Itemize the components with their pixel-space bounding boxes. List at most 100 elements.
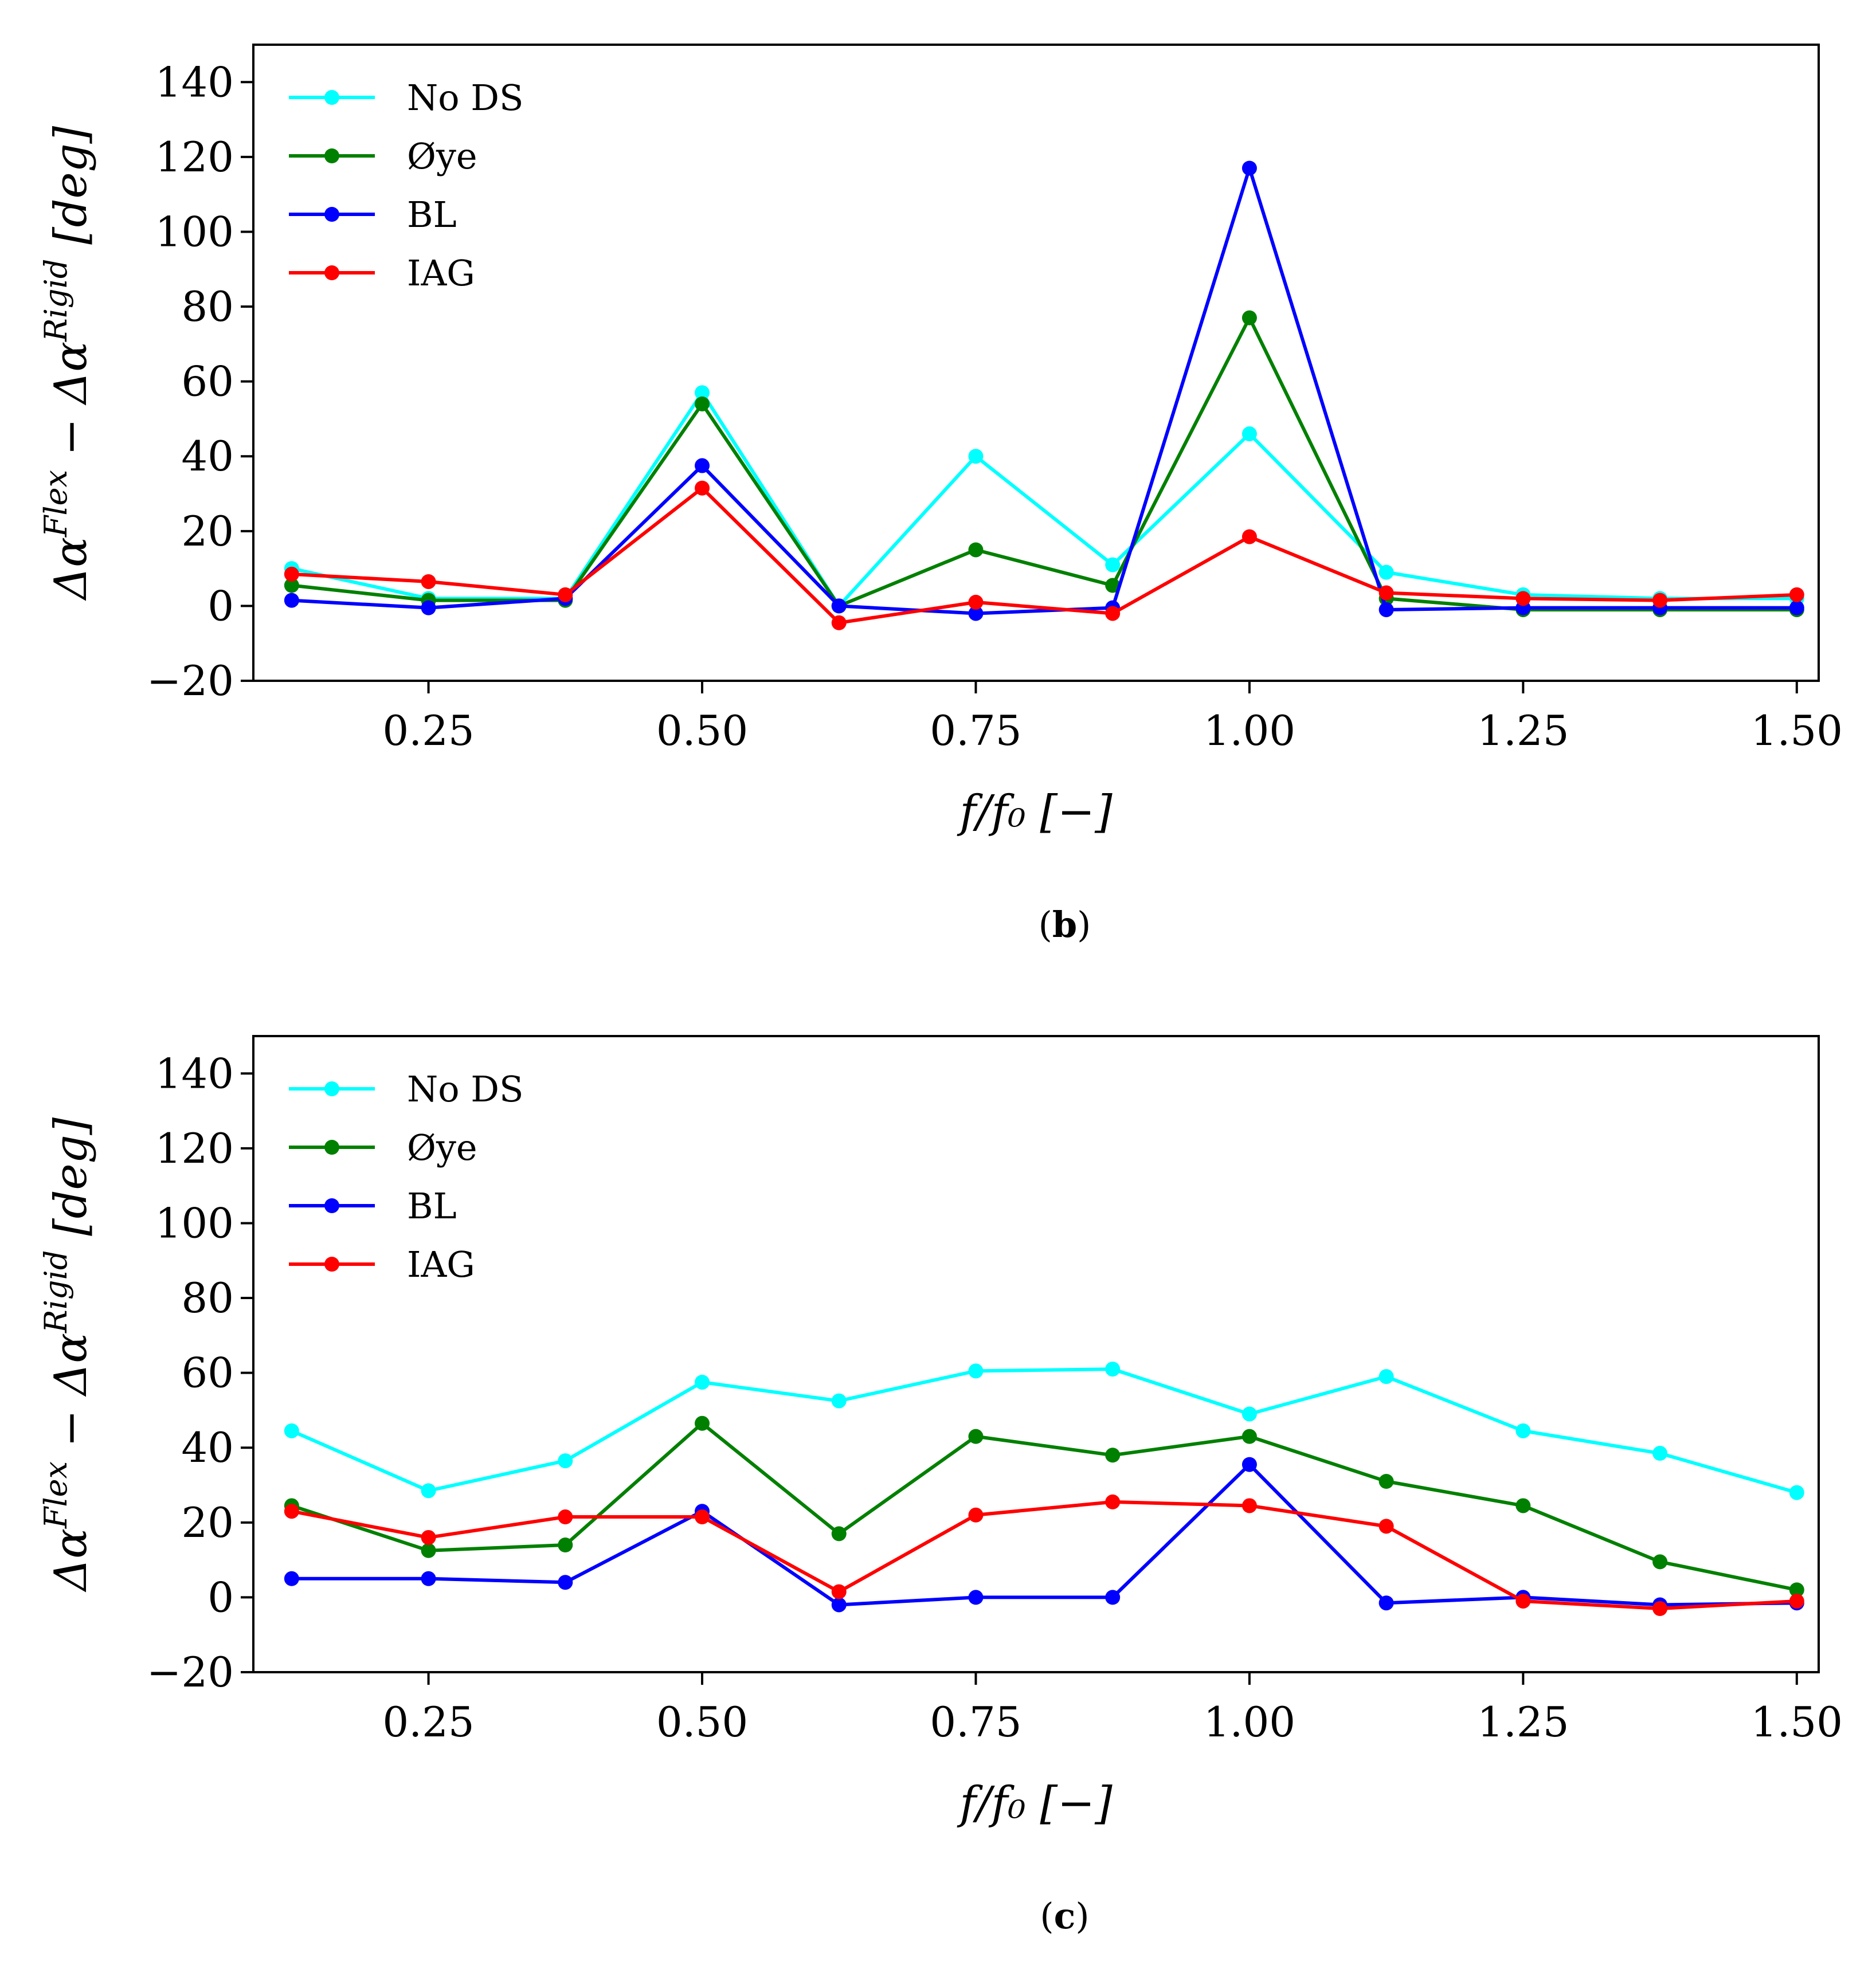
legend-label: BL — [407, 194, 457, 236]
data-point — [421, 1543, 436, 1558]
plot-frame — [252, 44, 1820, 682]
y-tick-label: 60 — [181, 1349, 234, 1397]
data-point — [1378, 1595, 1394, 1611]
panel-caption: (b) — [1039, 904, 1091, 946]
data-point — [1105, 1494, 1121, 1509]
series-no-ds — [284, 385, 1804, 614]
data-point — [1515, 1593, 1531, 1609]
y-axis-label: ΔαFlex − ΔαRigid [deg] — [38, 1117, 97, 1593]
data-point — [968, 449, 984, 464]
x-tick-label: 0.50 — [656, 1698, 748, 1746]
y-tick-label: 120 — [155, 1124, 234, 1172]
data-point — [831, 1597, 847, 1613]
data-point — [284, 593, 299, 608]
data-point — [1789, 587, 1804, 602]
legend-label: IAG — [407, 252, 475, 294]
data-point — [1378, 564, 1394, 580]
y-tick-label: 40 — [181, 432, 234, 480]
y-axis-label: ΔαFlex − ΔαRigid [deg] — [38, 125, 97, 601]
data-point — [1378, 585, 1394, 601]
legend-marker — [324, 1257, 339, 1272]
legend: No DS Øye BL IAG — [289, 1068, 523, 1285]
data-point — [695, 1374, 710, 1390]
series--ye — [284, 310, 1804, 617]
data-point — [1652, 1601, 1668, 1616]
data-point — [968, 594, 984, 610]
data-point — [695, 1415, 710, 1431]
y-tick-label: 80 — [181, 1274, 234, 1322]
data-point — [1241, 1429, 1257, 1444]
data-point — [284, 1423, 299, 1438]
legend-label: Øye — [407, 1127, 477, 1168]
y-tick-label: 100 — [155, 1199, 234, 1247]
y-tick-label: 0 — [207, 582, 234, 630]
series-line — [291, 1462, 1797, 1607]
legend-label: Øye — [407, 135, 477, 177]
data-point — [1789, 600, 1804, 615]
data-point — [1241, 426, 1257, 442]
data-point — [1241, 1498, 1257, 1513]
data-point — [421, 1529, 436, 1545]
series-iag — [284, 1494, 1804, 1616]
data-point — [558, 1538, 573, 1552]
data-point — [831, 1526, 847, 1542]
data-point — [695, 396, 710, 411]
data-point — [1105, 578, 1121, 593]
x-tick-label: 0.25 — [382, 707, 474, 755]
data-point — [1105, 1448, 1121, 1463]
legend-marker — [324, 265, 339, 280]
x-tick-label: 0.75 — [930, 1698, 1021, 1746]
legend-marker — [324, 1081, 339, 1096]
data-point — [1789, 1593, 1804, 1609]
data-point — [558, 1509, 573, 1525]
x-tick-label: 1.00 — [1204, 707, 1295, 755]
series-no-ds — [284, 1362, 1804, 1500]
data-point — [1515, 1498, 1531, 1513]
series-bl — [284, 1457, 1804, 1613]
x-tick-label: 1.25 — [1477, 707, 1569, 755]
x-tick-label: 1.25 — [1477, 1698, 1569, 1746]
data-point — [831, 615, 847, 630]
data-point — [695, 458, 710, 473]
legend-label: No DS — [407, 77, 523, 119]
data-point — [1652, 1446, 1668, 1461]
y-tick-label: 20 — [181, 507, 234, 555]
panel-caption: (c) — [1040, 1895, 1089, 1937]
series-line — [291, 391, 1797, 608]
data-point — [421, 1483, 436, 1499]
series-line — [291, 1367, 1797, 1495]
data-point — [558, 1453, 573, 1469]
data-point — [1378, 1519, 1394, 1534]
data-point — [421, 600, 436, 615]
plot-frame — [252, 1035, 1820, 1673]
series-line — [291, 1421, 1797, 1592]
data-point — [1515, 1423, 1531, 1438]
data-point — [1515, 591, 1531, 606]
x-tick-label: 1.50 — [1751, 1698, 1843, 1746]
data-point — [831, 1393, 847, 1409]
y-tick-label: 140 — [155, 1049, 234, 1097]
data-point — [968, 1590, 984, 1605]
legend: No DS Øye BL IAG — [289, 77, 523, 294]
data-point — [558, 1575, 573, 1590]
y-tick-label: 120 — [155, 133, 234, 181]
y-tick-label: 20 — [181, 1499, 234, 1547]
x-tick-label: 1.50 — [1751, 707, 1843, 755]
data-point — [1378, 602, 1394, 617]
y-tick-label: 60 — [181, 358, 234, 406]
chart-panel-c: −20 0 20 40 60 80 100 120 140 0.25 0.50 0.75 1.00 1.2… — [38, 1035, 1843, 1937]
data-point — [1241, 529, 1257, 544]
y-tick-label: 0 — [207, 1573, 234, 1621]
legend-label: No DS — [407, 1068, 523, 1110]
y-tick-label: 40 — [181, 1423, 234, 1472]
series--ye — [284, 1415, 1804, 1598]
legend-marker — [324, 1140, 339, 1155]
legend-marker — [324, 1198, 339, 1213]
x-axis-label: f/f₀ [−] — [957, 786, 1113, 838]
data-point — [968, 1363, 984, 1379]
y-tick-label: 80 — [181, 283, 234, 331]
series-line — [291, 316, 1797, 611]
y-tick-label: 100 — [155, 207, 234, 256]
data-point — [421, 1571, 436, 1586]
